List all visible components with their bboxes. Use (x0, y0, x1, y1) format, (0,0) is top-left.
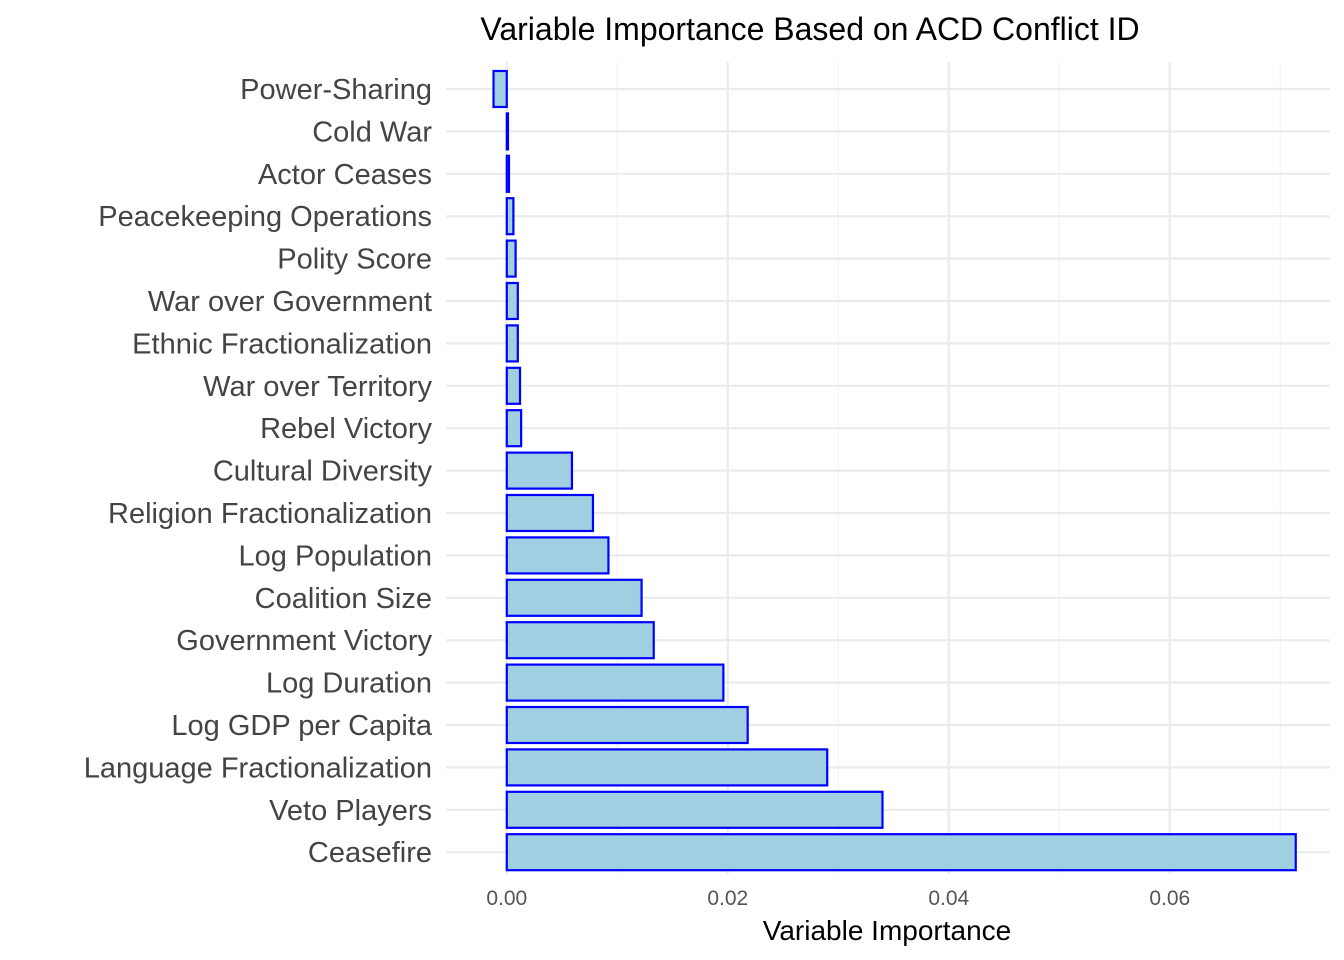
bar (505, 281, 519, 321)
y-tick-label: Log Duration (266, 668, 432, 700)
y-tick-label: Log GDP per Capita (171, 710, 432, 742)
bar (505, 409, 523, 448)
y-axis-labels: Power-Sharing Cold War Actor Ceases Peaceke… (84, 74, 433, 869)
y-tick-label: Coalition Size (255, 583, 432, 615)
bar (492, 69, 508, 109)
bar (505, 578, 643, 617)
bar (505, 324, 519, 363)
y-tick-label: Veto Players (269, 795, 432, 827)
x-tick-label: 0.00 (486, 887, 527, 910)
y-tick-label: Polity Score (277, 244, 432, 276)
bar (505, 451, 574, 490)
chart-title: Variable Importance Based on ACD Conflic… (480, 11, 1139, 47)
y-tick-label: Rebel Victory (260, 413, 432, 445)
bar (505, 366, 522, 405)
bar (505, 748, 829, 787)
x-tick-label: 0.04 (928, 887, 969, 910)
y-tick-label: Cold War (312, 116, 432, 148)
bar (505, 790, 884, 829)
bar (505, 663, 725, 702)
bar (505, 197, 515, 236)
bar (505, 833, 1297, 872)
x-tick-label: 0.06 (1149, 887, 1190, 910)
y-tick-label: Power-Sharing (240, 74, 432, 106)
bars-layer (492, 69, 1297, 872)
y-tick-label: Actor Ceases (258, 159, 432, 191)
x-tick-label: 0.02 (707, 887, 748, 910)
bar (505, 536, 610, 575)
y-tick-label: Ceasefire (308, 837, 432, 869)
grid-layer (446, 62, 1330, 874)
y-tick-label: War over Government (148, 286, 432, 318)
y-tick-label: Ethnic Fractionalization (132, 328, 432, 360)
bar (505, 154, 511, 193)
y-tick-label: Cultural Diversity (213, 456, 433, 488)
bar (505, 239, 517, 278)
bar (505, 705, 749, 745)
y-tick-label: Language Fractionalization (84, 752, 432, 784)
x-axis-labels: 0.00 0.02 0.04 0.06 (486, 887, 1190, 910)
x-axis-title: Variable Importance (763, 915, 1012, 946)
y-tick-label: Religion Fractionalization (108, 498, 432, 530)
bar (505, 493, 595, 533)
bar (505, 621, 655, 660)
y-tick-label: Log Population (239, 540, 433, 572)
bar (505, 112, 510, 151)
y-tick-label: War over Territory (203, 371, 432, 403)
y-tick-label: Government Victory (176, 625, 432, 657)
y-tick-label: Peacekeeping Operations (98, 201, 432, 233)
